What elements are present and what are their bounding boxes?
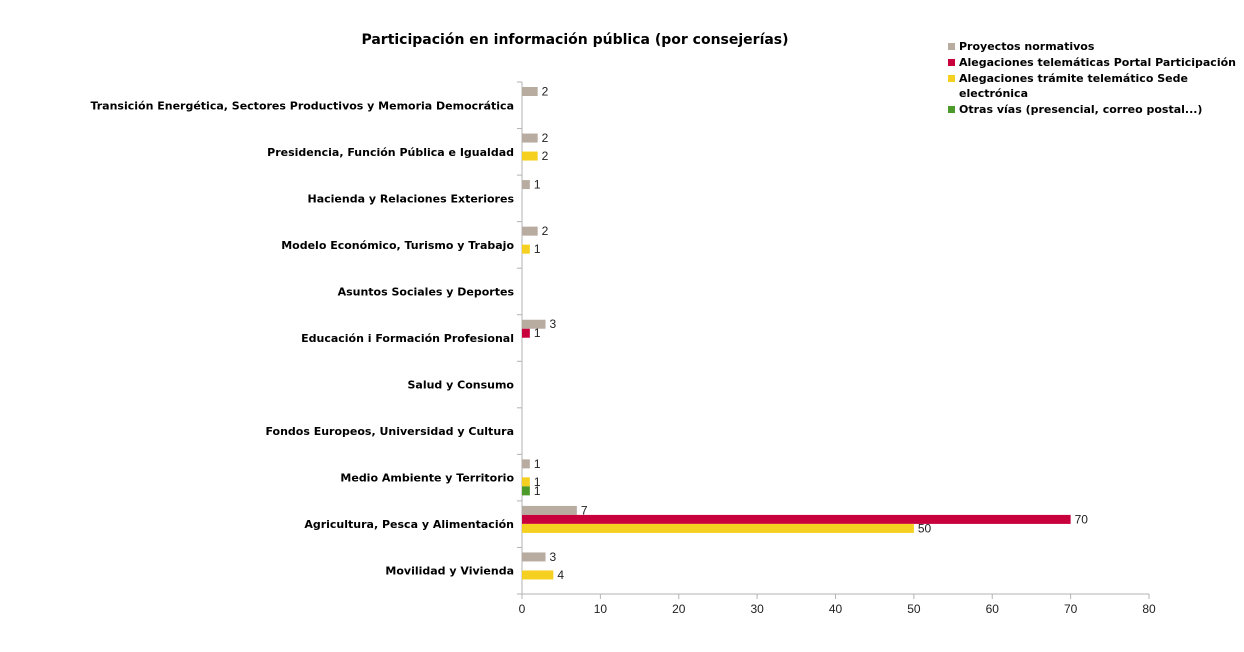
bar: [522, 505, 577, 515]
bar: [522, 459, 530, 469]
bar: [522, 486, 530, 496]
data-label: 1: [534, 484, 541, 498]
bar: [522, 523, 914, 533]
legend-swatch: [948, 75, 955, 82]
bar: [522, 87, 538, 96]
legend-swatch: [948, 106, 955, 113]
data-label: 70: [1075, 512, 1089, 526]
bar: [522, 151, 538, 161]
category-label: Transición Energética, Sectores Producti…: [90, 99, 514, 112]
data-label: 1: [534, 242, 541, 256]
category-label: Agricultura, Pesca y Alimentación: [304, 518, 514, 531]
x-tick-label: 80: [1142, 602, 1156, 616]
x-tick-label: 20: [672, 602, 686, 616]
legend-label: Proyectos normativos: [959, 40, 1095, 53]
bar: [522, 244, 530, 254]
category-label: Educación i Formación Profesional: [301, 332, 514, 345]
data-label: 1: [534, 457, 541, 471]
data-label: 7: [581, 503, 588, 517]
bar: [522, 319, 546, 329]
bar: [522, 570, 554, 580]
legend-label: Otras vías (presencial, correo postal...…: [959, 103, 1202, 116]
category-label: Hacienda y Relaciones Exteriores: [308, 192, 515, 205]
category-label: Salud y Consumo: [407, 379, 514, 392]
category-label: Medio Ambiente y Territorio: [340, 472, 514, 485]
x-tick-label: 40: [829, 602, 843, 616]
legend-label: electrónica: [959, 87, 1028, 100]
category-label: Asuntos Sociales y Deportes: [338, 285, 515, 298]
legend-label: Alegaciones trámite telemático Sede: [959, 72, 1188, 85]
bar: [522, 226, 538, 236]
data-label: 1: [534, 326, 541, 340]
x-tick-label: 60: [986, 602, 1000, 616]
data-label: 1: [534, 475, 541, 489]
bar: [522, 328, 530, 338]
chart-title: Participación en información pública (po…: [361, 32, 788, 48]
bar: [522, 552, 546, 562]
category-label: Fondos Europeos, Universidad y Cultura: [265, 425, 514, 438]
category-label: Presidencia, Función Pública e Igualdad: [267, 146, 514, 159]
data-label: 2: [542, 149, 549, 163]
bar: [522, 133, 538, 143]
data-label: 2: [542, 131, 549, 145]
data-label: 2: [542, 224, 549, 238]
legend: Proyectos normativos Alegaciones telemáti…: [948, 40, 1236, 116]
legend-swatch: [948, 43, 955, 50]
legend-swatch: [948, 59, 955, 66]
x-tick-label: 30: [750, 602, 764, 616]
data-label: 3: [550, 317, 557, 331]
data-label: 1: [534, 178, 541, 192]
plot-area: 0 10 20 30 40 50 60 70 80 Transición Energética, …: [90, 81, 1156, 616]
bar: [522, 477, 530, 487]
x-tick-label: 0: [519, 602, 526, 616]
bar: [522, 514, 1071, 524]
x-tick-label: 70: [1064, 602, 1078, 616]
category-label: Modelo Económico, Turismo y Trabajo: [281, 239, 514, 252]
x-tick-label: 50: [907, 602, 921, 616]
bar: [522, 180, 530, 190]
legend-label: Alegaciones telemáticas Portal Participa…: [959, 56, 1236, 69]
category-label: Movilidad y Vivienda: [385, 565, 514, 578]
x-tick-label: 10: [594, 602, 608, 616]
data-label: 3: [550, 550, 557, 564]
data-label: 4: [557, 568, 564, 582]
data-label: 50: [918, 521, 932, 535]
data-label: 2: [542, 85, 549, 99]
